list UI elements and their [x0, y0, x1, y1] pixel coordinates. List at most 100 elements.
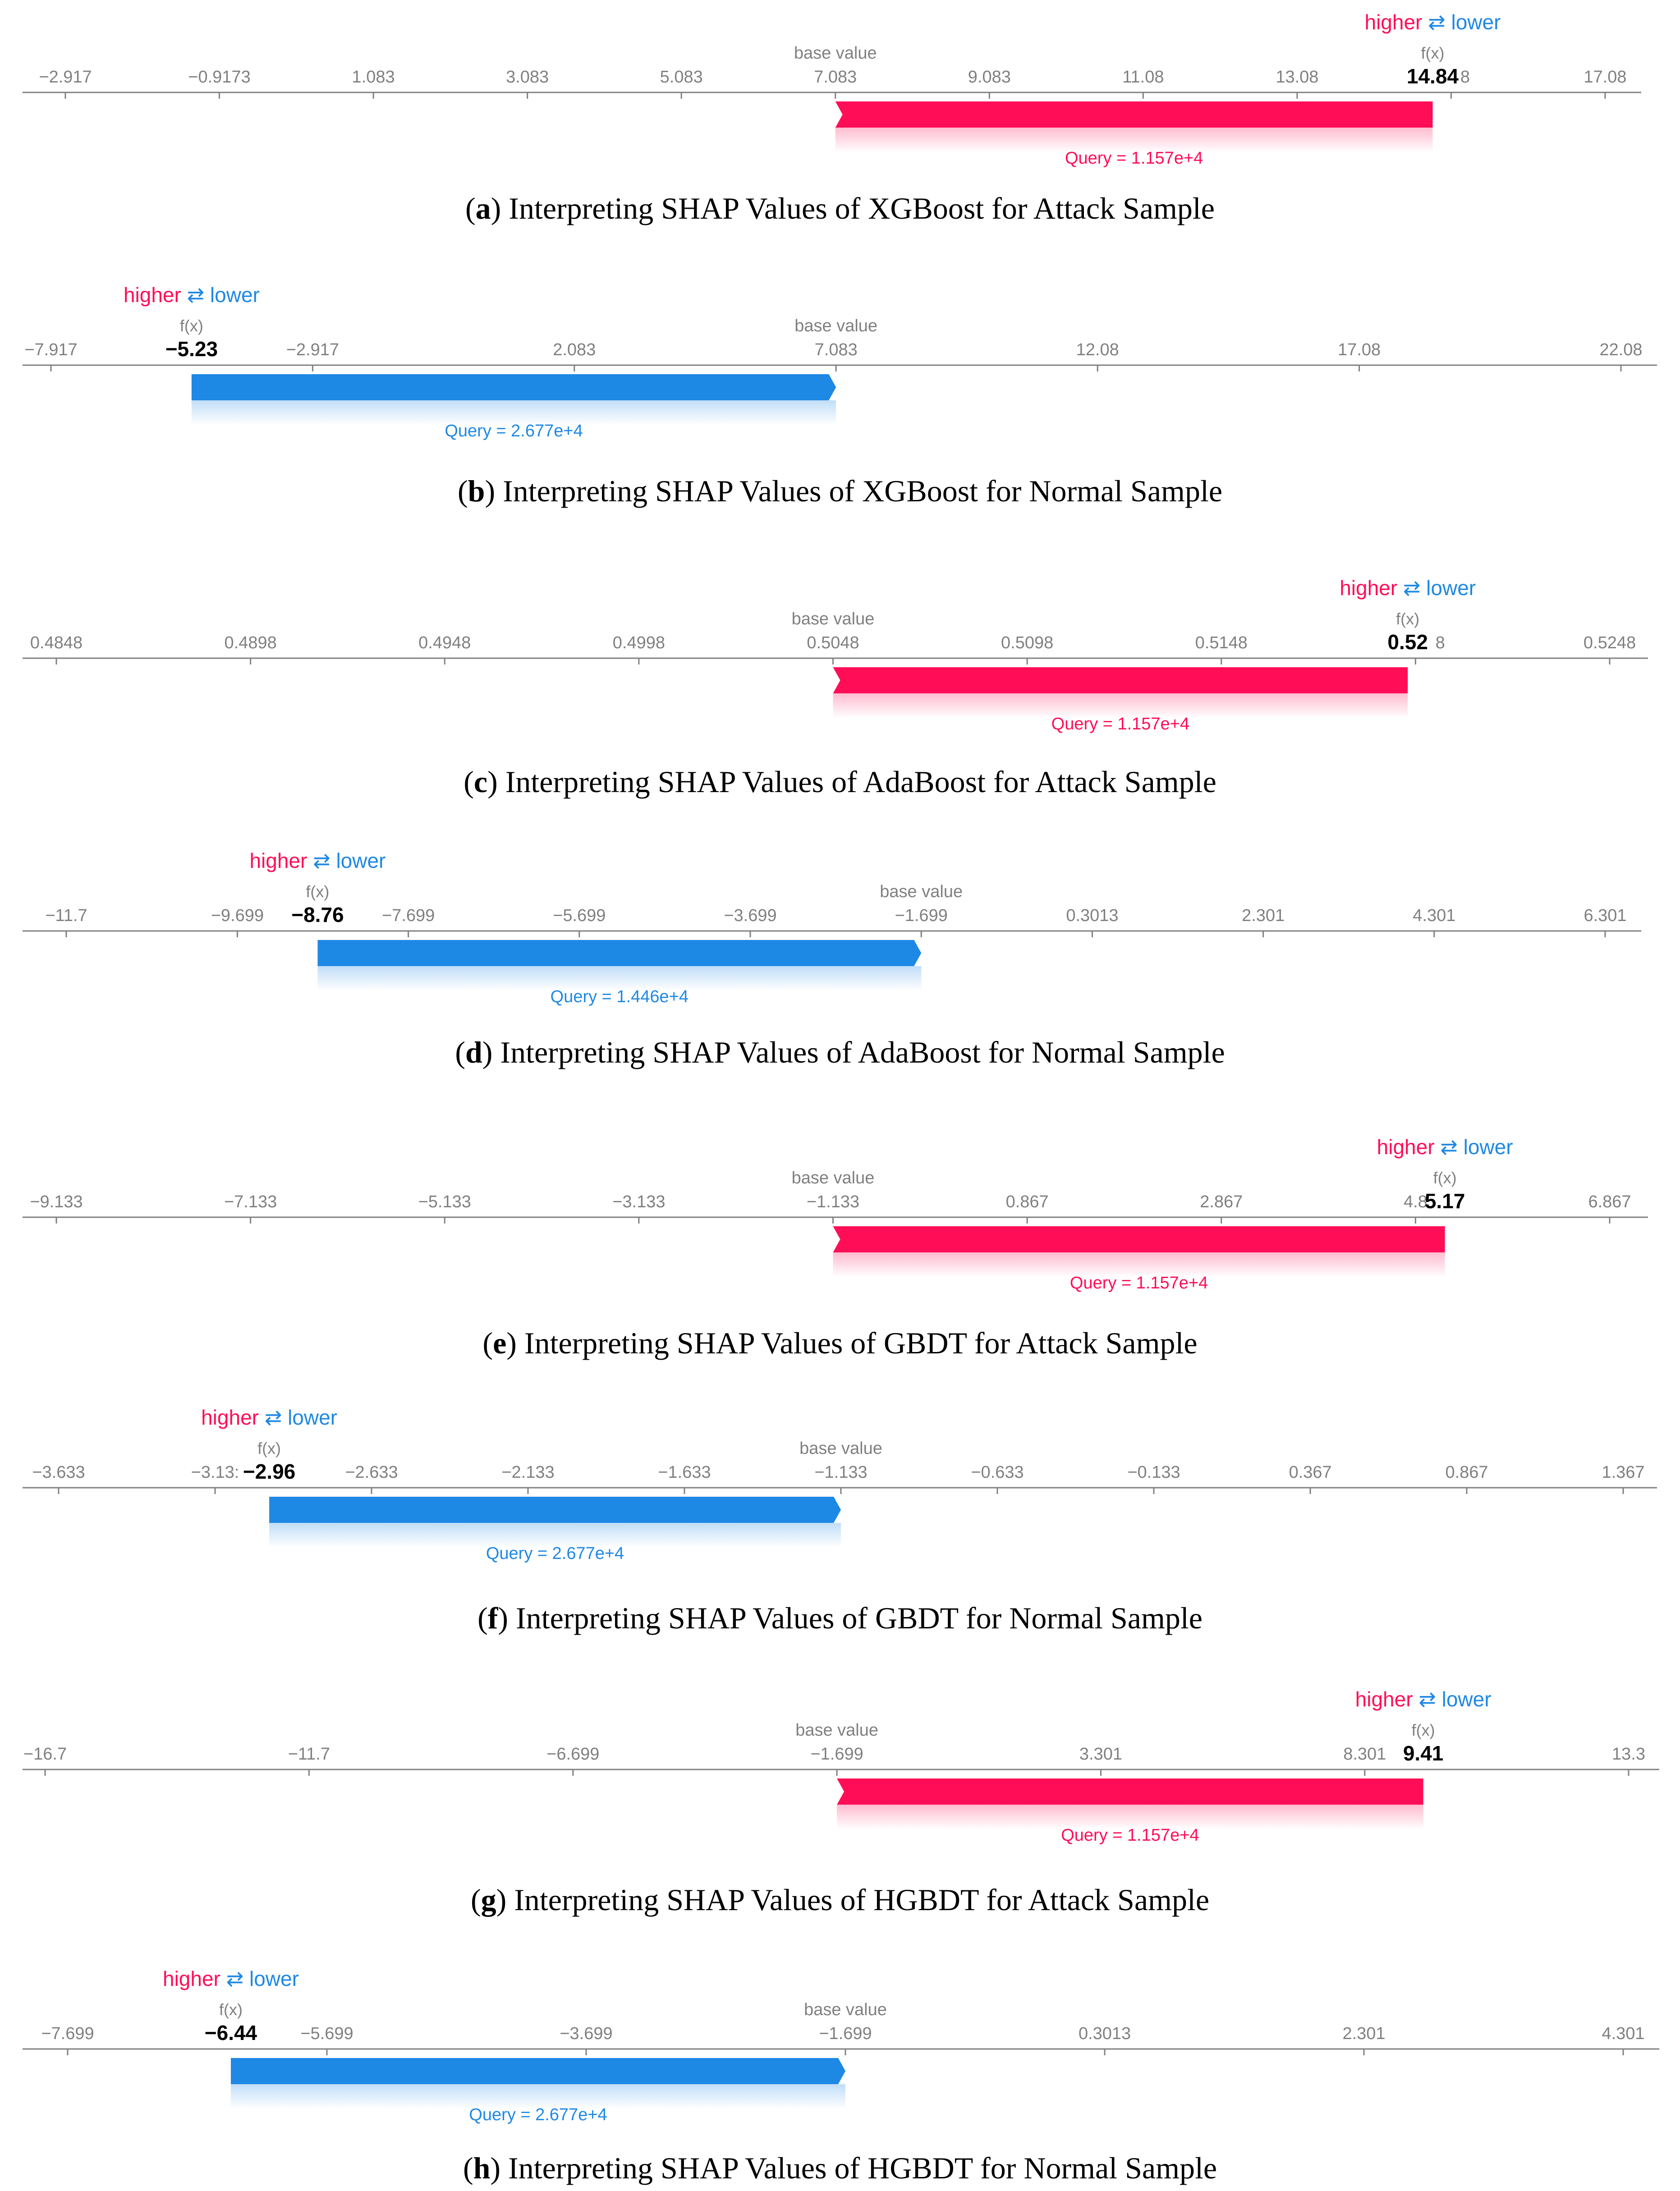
- tick-label: −1.133: [814, 1463, 867, 1482]
- tick-label: 7.083: [815, 340, 858, 359]
- tick-label: 0.4948: [418, 633, 471, 652]
- tick-label: −3.13:: [191, 1463, 239, 1482]
- tick-label: 13.3: [1612, 1745, 1645, 1764]
- feature-label: Query = 2.677e+4: [445, 422, 583, 440]
- fx-label: f(x): [1433, 1169, 1457, 1187]
- fx-label: f(x): [1412, 1721, 1435, 1739]
- feature-label: Query = 1.157e+4: [1065, 149, 1203, 168]
- legend-lower: lower: [210, 283, 260, 307]
- tick-label: 0.3013: [1066, 906, 1118, 925]
- caption-h: (h) Interpreting SHAP Values of HGBDT fo…: [463, 2151, 1217, 2185]
- tick-label: 3.083: [506, 68, 549, 87]
- tick-label-partial: 8: [1436, 633, 1445, 652]
- output-value: −6.44: [205, 2021, 257, 2044]
- tick-label: −5.699: [553, 906, 606, 925]
- tick-label: 0.5248: [1584, 633, 1636, 652]
- legend-arrow-icon: ⇄: [265, 1406, 288, 1429]
- tick-label: 0.5148: [1195, 633, 1248, 652]
- tick-label: 4.301: [1413, 906, 1455, 925]
- legend-lower: lower: [1442, 1687, 1492, 1711]
- legend-arrow-icon: ⇄: [1428, 10, 1451, 34]
- fx-label: f(x): [219, 2000, 243, 2019]
- tick-label: −2.133: [501, 1463, 554, 1482]
- fx-label: f(x): [180, 316, 203, 335]
- caption-c: (c) Interpreting SHAP Values of AdaBoost…: [464, 765, 1216, 799]
- higher-lower-legend: higher ⇄ lower: [1355, 1687, 1492, 1711]
- base-value-label: base value: [880, 882, 963, 901]
- legend-arrow-icon: ⇄: [187, 283, 210, 307]
- legend-higher: higher: [1365, 10, 1428, 34]
- legend-arrow-icon: ⇄: [313, 849, 336, 872]
- legend-higher: higher: [163, 1967, 226, 1990]
- tick-label: 13.08: [1276, 68, 1318, 87]
- tick-label: −5.699: [300, 2024, 353, 2043]
- legend-arrow-icon: ⇄: [226, 1967, 249, 1990]
- base-value-label: base value: [804, 2000, 887, 2019]
- tick-label: −0.9173: [188, 68, 250, 87]
- tick-label: −1.633: [658, 1463, 711, 1482]
- caption-e: (e) Interpreting SHAP Values of GBDT for…: [482, 1326, 1198, 1360]
- force-bar: [835, 101, 1433, 128]
- force-plot-g: −16.7 −11.7 −6.699 −1.699 3.301 8.301 13.3 base…: [23, 1687, 1659, 1845]
- tick-label: 4.8: [1404, 1192, 1428, 1211]
- legend-arrow-icon: ⇄: [1418, 1687, 1441, 1711]
- tick-label: 4.301: [1602, 2024, 1644, 2043]
- legend-lower: lower: [249, 1967, 299, 1990]
- fx-label: f(x): [1421, 44, 1444, 62]
- tick-label: −0.633: [971, 1463, 1024, 1482]
- tick-label: 11.08: [1122, 68, 1164, 87]
- base-value-label: base value: [794, 316, 877, 335]
- tick-label: 1.083: [352, 68, 395, 87]
- tick-label: 2.867: [1200, 1192, 1243, 1211]
- tick-label: 0.4998: [613, 633, 665, 652]
- force-bar-shadow: [269, 1523, 841, 1548]
- base-value-label: base value: [792, 1169, 875, 1187]
- tick-label: −3.133: [612, 1192, 665, 1211]
- caption-a: (a) Interpreting SHAP Values of XGBoost …: [465, 191, 1215, 225]
- force-bar-shadow: [191, 400, 836, 425]
- legend-higher: higher: [1377, 1135, 1441, 1159]
- tick-label: −9.699: [211, 906, 264, 925]
- feature-label: Query = 2.677e+4: [469, 2105, 607, 2124]
- force-bar-shadow: [833, 1252, 1445, 1277]
- legend-lower: lower: [1451, 10, 1501, 34]
- force-bar-shadow: [317, 966, 922, 991]
- force-bar-shadow: [833, 693, 1408, 718]
- tick-label: −7.133: [224, 1192, 277, 1211]
- tick-label: −1.133: [807, 1192, 859, 1211]
- tick-label: −5.133: [418, 1192, 471, 1211]
- caption-b: (b) Interpreting SHAP Values of XGBoost …: [457, 474, 1223, 508]
- legend-higher: higher: [201, 1406, 265, 1429]
- output-value: −8.76: [291, 903, 344, 926]
- tick-label: 17.08: [1338, 340, 1381, 359]
- tick-label: −11.7: [288, 1745, 330, 1764]
- force-plot-b: −7.917 −2.917 2.083 7.083 12.08 17.08 22.08 bas…: [23, 283, 1657, 440]
- legend-lower: lower: [1464, 1135, 1513, 1159]
- legend-lower: lower: [1426, 576, 1476, 600]
- fx-label: f(x): [257, 1439, 281, 1458]
- tick-label: −3.633: [32, 1463, 85, 1482]
- force-plot-d: −11.7 −9.699 −7.699 −5.699 −3.699 −1.699 0.301…: [23, 849, 1641, 1006]
- tick-label: 17.08: [1584, 68, 1626, 87]
- legend-higher: higher: [124, 283, 187, 307]
- tick-label-partial: 8: [1460, 68, 1470, 87]
- force-bar: [837, 1778, 1423, 1805]
- force-bar-shadow: [835, 128, 1433, 152]
- force-bar: [230, 2058, 845, 2084]
- tick-label: −16.7: [23, 1745, 67, 1764]
- tick-label: 22.08: [1599, 340, 1642, 359]
- legend-lower: lower: [288, 1406, 337, 1429]
- tick-label: −7.699: [382, 906, 435, 925]
- force-bar: [317, 940, 922, 966]
- force-bar: [833, 1226, 1445, 1252]
- base-value-label: base value: [794, 44, 877, 63]
- tick-label: 0.5048: [807, 633, 859, 652]
- legend-higher: higher: [249, 849, 313, 872]
- tick-label: 0.4898: [225, 633, 277, 652]
- force-bar-shadow: [230, 2084, 845, 2109]
- tick-label: −3.699: [560, 2024, 612, 2043]
- tick-label: 2.301: [1242, 906, 1285, 925]
- force-plot-h: −7.699 −5.699 −3.699 −1.699 0.3013 2.301 4.301…: [23, 1967, 1659, 2124]
- higher-lower-legend: higher ⇄ lower: [201, 1406, 337, 1429]
- tick-label: −1.699: [819, 2024, 872, 2043]
